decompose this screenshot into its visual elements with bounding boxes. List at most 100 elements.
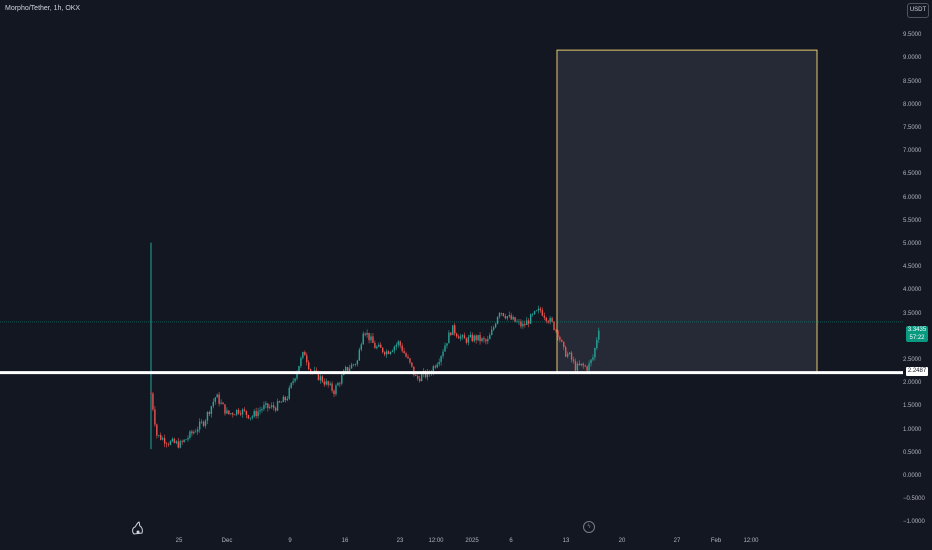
candle-body (557, 330, 559, 338)
candle-body (370, 336, 372, 341)
price-tick-label: −1.0000 (903, 519, 925, 526)
candle-body (551, 318, 553, 322)
last-price-tag: 3.3435 57:22 (906, 326, 928, 342)
candle-body (543, 315, 545, 318)
price-tick-label: 9.5000 (903, 32, 922, 39)
candle-body (189, 431, 191, 438)
time-tick-label: Feb (710, 538, 722, 544)
time-tick-label: 25 (175, 538, 183, 544)
candle-body (411, 362, 413, 367)
candle-body (160, 435, 162, 440)
candle-body (565, 347, 567, 357)
candle-body (469, 334, 472, 338)
candle-body (539, 308, 542, 311)
currency-button[interactable]: USDT (907, 3, 929, 18)
candle-body (376, 346, 378, 349)
candle-body (290, 383, 292, 388)
candle-body (235, 409, 238, 415)
candle-body (459, 336, 462, 339)
price-tick-label: 8.0000 (903, 101, 922, 108)
candle-body (161, 438, 164, 440)
candle-body (417, 376, 419, 379)
candle-body (533, 311, 536, 315)
candle-body (454, 325, 456, 334)
candle-body (331, 383, 333, 391)
candle-body (220, 402, 222, 404)
candle-body (216, 394, 218, 398)
candle-body (506, 316, 509, 319)
countdown-timer: 57:22 (909, 335, 925, 341)
time-tick-label: 12:00 (743, 538, 759, 544)
candle-body (181, 441, 183, 443)
symbol-title[interactable]: Morpho/Tether, 1h, OKX (5, 5, 81, 12)
price-tick-label: 4.5000 (903, 264, 922, 271)
price-tick-label: 9.0000 (903, 55, 922, 62)
candle-body (366, 332, 368, 335)
candle-body (306, 355, 308, 363)
candle-body (418, 378, 421, 382)
candle-body (286, 398, 288, 401)
price-tick-label: 5.0000 (903, 241, 922, 247)
candle-body (154, 409, 156, 425)
candle-body (483, 338, 485, 340)
candle-body (442, 351, 444, 357)
candle-body (222, 402, 224, 405)
candle-body (269, 406, 271, 408)
candle-body (294, 378, 296, 382)
price-tick-label: 8.5000 (903, 78, 922, 85)
candle-body (409, 358, 411, 363)
candle-body (197, 429, 199, 432)
candle-body (267, 403, 269, 408)
candle-body (261, 408, 263, 411)
candle-body (296, 371, 298, 379)
candle-body (346, 367, 349, 371)
tradingview-logo-icon[interactable] (131, 520, 145, 536)
price-tick-label: 6.5000 (903, 171, 922, 178)
candle-body (175, 441, 178, 443)
candle-body (272, 405, 275, 408)
candle-body (444, 345, 446, 352)
candle-body (432, 366, 435, 373)
candle-body (321, 376, 324, 382)
candle-body (230, 413, 232, 414)
price-tick-label: 5.5000 (903, 217, 922, 224)
time-tick-label: 23 (396, 538, 404, 544)
candle-body (255, 411, 257, 417)
candle-body (150, 393, 152, 395)
time-tick-label: 13 (562, 538, 570, 544)
candle-body (582, 363, 584, 366)
candle-body (247, 414, 250, 419)
lightning-icon[interactable]: ϟ (583, 521, 595, 533)
candle-body (271, 405, 273, 407)
candle-body (504, 316, 507, 319)
candle-body (278, 401, 281, 403)
candle-body (549, 318, 551, 323)
target-box[interactable] (556, 49, 818, 374)
candle-body (455, 333, 458, 337)
candle-body (545, 317, 547, 322)
candle-body (405, 353, 407, 357)
candle-body (452, 325, 454, 336)
candle-body (202, 421, 205, 426)
candle-body (191, 431, 193, 434)
candle-body (339, 383, 341, 384)
price-tick-label: 1.0000 (903, 426, 922, 433)
candle-body (362, 333, 364, 345)
price-tick-label: 3.5000 (903, 310, 922, 317)
candle-body (195, 431, 197, 433)
candle-body (243, 409, 246, 411)
candle-body (210, 406, 213, 414)
candle-body (566, 353, 569, 357)
candle-body (358, 349, 361, 361)
candle-body (438, 361, 440, 365)
candle-body (391, 350, 394, 352)
candle-body (179, 441, 181, 448)
candle-body (302, 351, 304, 358)
price-tick-label: 2.5000 (903, 357, 922, 363)
candle-body (395, 344, 398, 347)
time-tick-label: 12:00 (428, 538, 444, 544)
candle-body (323, 381, 325, 385)
candle-body (317, 371, 320, 381)
candle-body (284, 396, 287, 401)
